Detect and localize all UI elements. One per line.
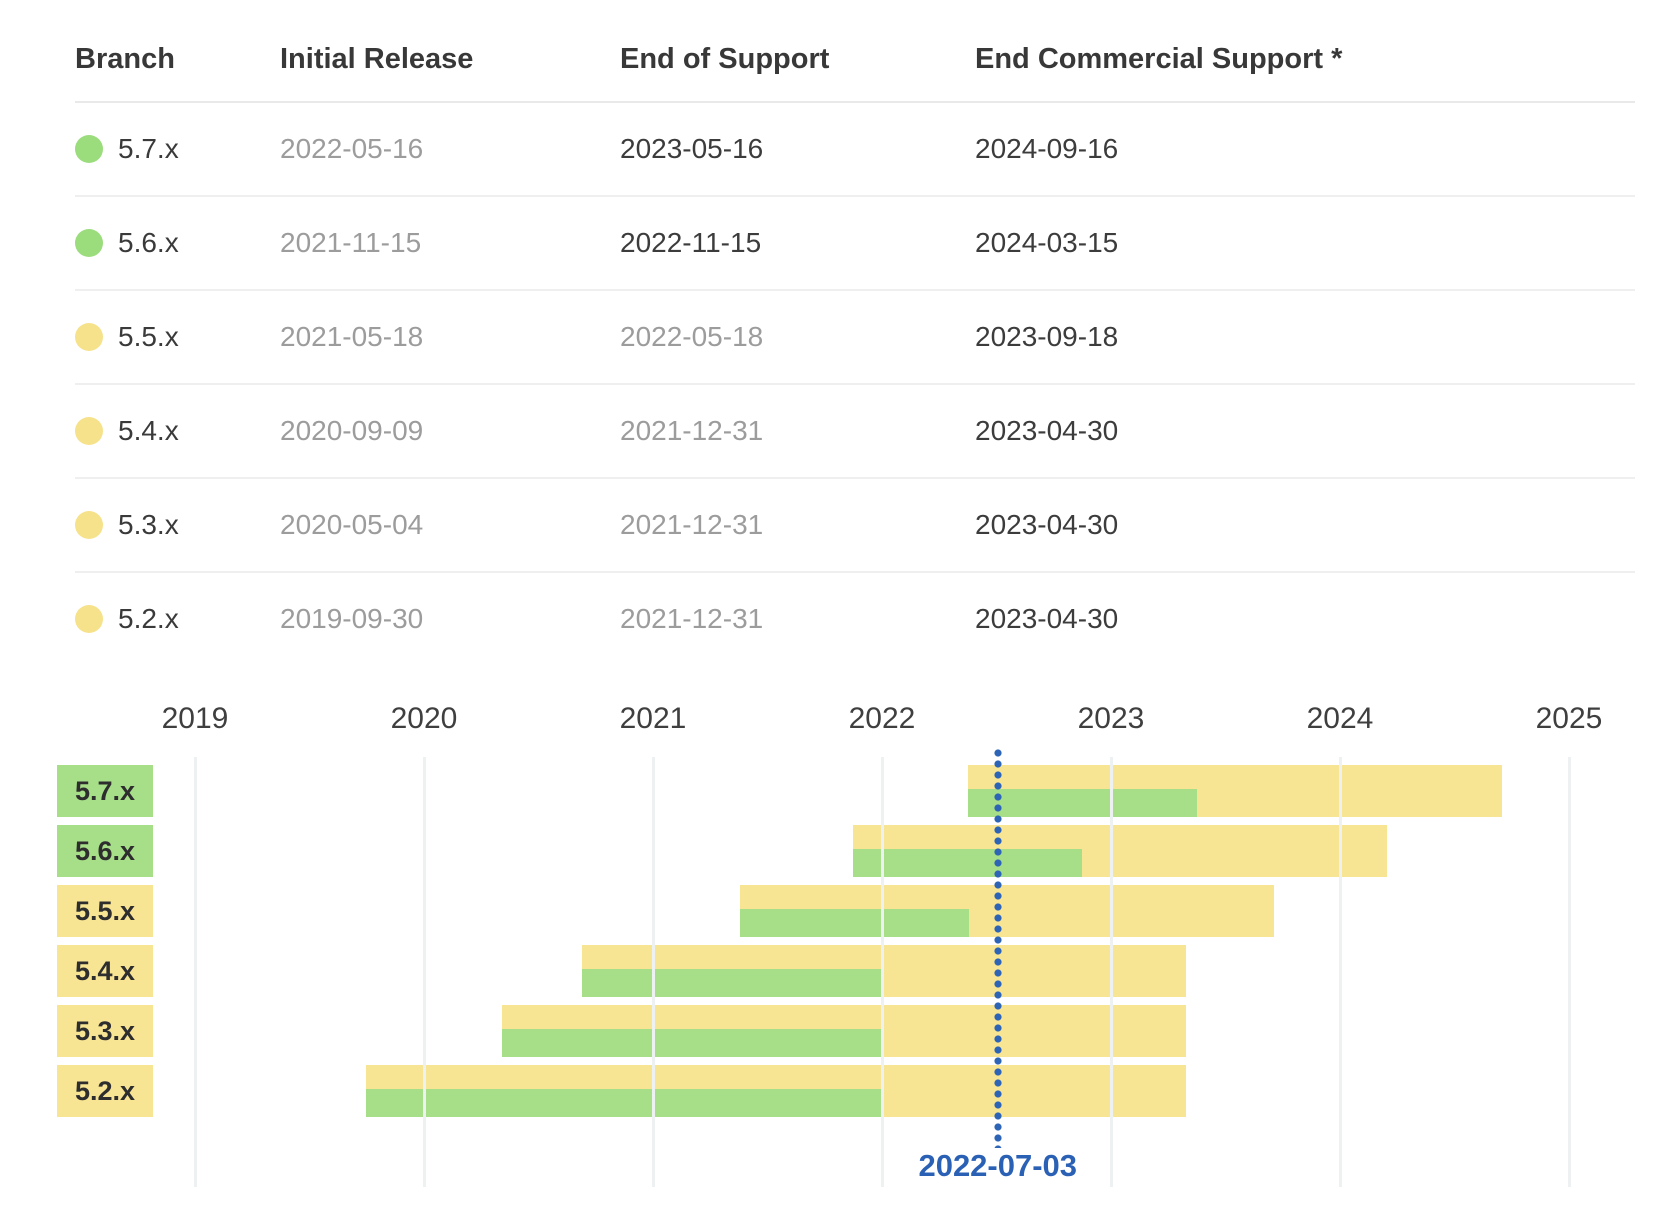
table-row: 5.4.x 2020-09-09 2021-12-31 2023-04-30 bbox=[75, 385, 1635, 479]
chart-row-label: 5.2.x bbox=[57, 1065, 153, 1117]
initial-release-date: 2021-05-18 bbox=[280, 321, 424, 352]
table-body: 5.7.x 2022-05-16 2023-05-16 2024-09-16 5… bbox=[75, 103, 1635, 665]
branch-status-dot bbox=[75, 511, 103, 539]
full-support-bar bbox=[581, 969, 882, 997]
full-support-bar bbox=[365, 1089, 882, 1117]
chart-row-label: 5.6.x bbox=[57, 825, 153, 877]
end-of-support-date: 2022-11-15 bbox=[620, 227, 762, 258]
branch-name: 5.4.x bbox=[118, 415, 179, 446]
chart-row-label: 5.5.x bbox=[57, 885, 153, 937]
branch-status-dot bbox=[75, 605, 103, 633]
year-gridline-2021 bbox=[651, 757, 655, 1187]
year-label-2023: 2023 bbox=[1077, 702, 1145, 735]
end-of-support-date: 2021-12-31 bbox=[620, 415, 764, 446]
year-label-2025: 2025 bbox=[1535, 702, 1603, 735]
end-commercial-support-date: 2024-09-16 bbox=[975, 133, 1119, 164]
initial-release-date: 2019-09-30 bbox=[280, 603, 424, 634]
branch-name: 5.6.x bbox=[118, 227, 179, 258]
year-label-2020: 2020 bbox=[390, 702, 458, 735]
chart-row-label: 5.4.x bbox=[57, 945, 153, 997]
table-row: 5.5.x 2021-05-18 2022-05-18 2023-09-18 bbox=[75, 291, 1635, 385]
branch-cell: 5.4.x bbox=[75, 415, 280, 447]
commercial-support-bar bbox=[852, 825, 1387, 877]
end-commercial-support-date: 2024-03-15 bbox=[975, 227, 1119, 258]
branch-name: 5.2.x bbox=[118, 603, 179, 634]
branch-status-dot bbox=[75, 323, 103, 351]
year-gridline-2023 bbox=[1109, 757, 1113, 1187]
year-gridline-2019 bbox=[193, 757, 197, 1187]
year-label-2024: 2024 bbox=[1306, 702, 1374, 735]
branch-name: 5.7.x bbox=[118, 133, 179, 164]
end-of-support-date: 2021-12-31 bbox=[620, 603, 764, 634]
full-support-bar bbox=[739, 909, 969, 937]
full-support-bar bbox=[852, 849, 1082, 877]
year-gridline-2020 bbox=[422, 757, 426, 1187]
full-support-bar bbox=[967, 789, 1197, 817]
branch-cell: 5.7.x bbox=[75, 133, 280, 165]
table-header-row: Branch Initial Release End of Support En… bbox=[75, 18, 1635, 103]
chart-row-label: 5.7.x bbox=[57, 765, 153, 817]
branch-status-dot bbox=[75, 229, 103, 257]
commercial-support-bar bbox=[365, 1065, 1187, 1117]
commercial-support-bar bbox=[502, 1005, 1187, 1057]
initial-release-date: 2020-09-09 bbox=[280, 415, 424, 446]
branch-cell: 5.2.x bbox=[75, 603, 280, 635]
commercial-support-bar bbox=[967, 765, 1503, 817]
column-header-end-of-support: End of Support bbox=[620, 43, 830, 75]
support-table: Branch Initial Release End of Support En… bbox=[75, 18, 1635, 665]
column-header-end-commercial-support: End Commercial Support * bbox=[975, 43, 1343, 75]
commercial-support-bar bbox=[739, 885, 1275, 937]
today-marker-line bbox=[993, 748, 1002, 1148]
year-gridline-2024 bbox=[1338, 757, 1342, 1187]
end-commercial-support-date: 2023-04-30 bbox=[975, 603, 1119, 634]
table-row: 5.6.x 2021-11-15 2022-11-15 2024-03-15 bbox=[75, 197, 1635, 291]
year-label-2021: 2021 bbox=[619, 702, 687, 735]
year-gridline-2025 bbox=[1567, 757, 1571, 1187]
end-of-support-date: 2022-05-18 bbox=[620, 321, 764, 352]
table-row: 5.7.x 2022-05-16 2023-05-16 2024-09-16 bbox=[75, 103, 1635, 197]
end-of-support-date: 2023-05-16 bbox=[620, 133, 764, 164]
end-commercial-support-date: 2023-09-18 bbox=[975, 321, 1119, 352]
column-header-initial-release: Initial Release bbox=[280, 43, 474, 75]
branch-cell: 5.3.x bbox=[75, 509, 280, 541]
table-row: 5.3.x 2020-05-04 2021-12-31 2023-04-30 bbox=[75, 479, 1635, 573]
commercial-support-bar bbox=[581, 945, 1187, 997]
initial-release-date: 2020-05-04 bbox=[280, 509, 424, 540]
table-row: 5.2.x 2019-09-30 2021-12-31 2023-04-30 bbox=[75, 573, 1635, 665]
branch-cell: 5.6.x bbox=[75, 227, 280, 259]
full-support-bar bbox=[502, 1029, 882, 1057]
column-header-branch: Branch bbox=[75, 43, 175, 75]
initial-release-date: 2021-11-15 bbox=[280, 227, 422, 258]
end-commercial-support-date: 2023-04-30 bbox=[975, 509, 1119, 540]
branch-name: 5.3.x bbox=[118, 509, 179, 540]
year-gridline-2022 bbox=[880, 757, 884, 1187]
branch-status-dot bbox=[75, 135, 103, 163]
branch-name: 5.5.x bbox=[118, 321, 179, 352]
initial-release-date: 2022-05-16 bbox=[280, 133, 424, 164]
end-commercial-support-date: 2023-04-30 bbox=[975, 415, 1119, 446]
chart-row-label: 5.3.x bbox=[57, 1005, 153, 1057]
year-label-2022: 2022 bbox=[848, 702, 916, 735]
today-date-label: 2022-07-03 bbox=[918, 1148, 1078, 1183]
end-of-support-date: 2021-12-31 bbox=[620, 509, 764, 540]
year-label-2019: 2019 bbox=[161, 702, 229, 735]
branch-cell: 5.5.x bbox=[75, 321, 280, 353]
branch-status-dot bbox=[75, 417, 103, 445]
